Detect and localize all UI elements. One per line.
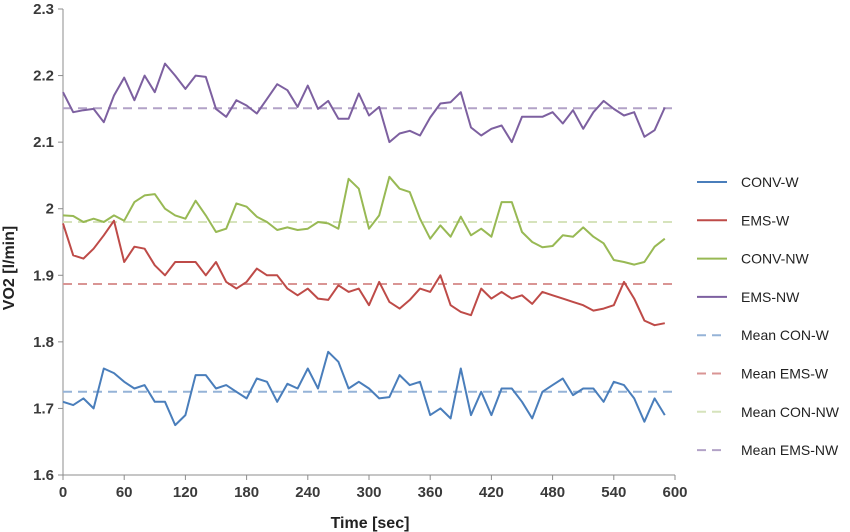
x-tick-label: 180 — [234, 484, 259, 501]
x-axis-title: Time [sec] — [331, 515, 410, 532]
x-tick-label: 120 — [173, 484, 198, 501]
legend: CONV-W EMS-W CONV-NW EMS-NW Mean CON-W Mean E… — [697, 174, 840, 458]
series-ems-nw-line — [62, 62, 666, 144]
legend-label: EMS-NW — [741, 289, 800, 305]
legend-label: Mean CON-W — [741, 327, 830, 343]
series-ems-w-line — [62, 219, 665, 327]
x-tick-label: 540 — [601, 484, 626, 501]
x-tick-label: 60 — [116, 484, 133, 501]
x-tick-label: 0 — [59, 484, 67, 501]
legend-label: CONV-NW — [741, 251, 809, 267]
legend-label: EMS-W — [741, 212, 790, 228]
y-tick-label: 2.2 — [33, 68, 54, 85]
y-tick-label: 1.8 — [33, 334, 54, 351]
y-tick-label: 2 — [46, 201, 54, 218]
x-tick-label: 300 — [356, 484, 381, 501]
y-tick-label: 1.6 — [33, 467, 54, 484]
y-tick-label: 1.9 — [33, 267, 54, 284]
y-tick-label: 1.7 — [33, 400, 54, 417]
x-tick-label: 240 — [295, 484, 320, 501]
x-tick-label: 360 — [418, 484, 443, 501]
x-tick-label: 600 — [662, 484, 687, 501]
x-tick-label: 420 — [479, 484, 504, 501]
series-conv-w-line — [62, 350, 666, 427]
series-conv-nw-line — [62, 175, 666, 266]
x-tick-label: 480 — [540, 484, 565, 501]
legend-label: Mean CON-NW — [741, 404, 840, 420]
plot-area: 1.6 1.7 1.8 1.9 2 2.1 2.2 2.3 0 60 120 180 240 300 360… — [33, 1, 687, 501]
y-axis-title: VO2 [l/min] — [1, 226, 18, 310]
legend-label: CONV-W — [741, 174, 799, 190]
legend-label: Mean EMS-W — [741, 366, 829, 382]
y-tick-label: 2.3 — [33, 1, 54, 18]
y-tick-label: 2.1 — [33, 134, 54, 151]
legend-label: Mean EMS-NW — [741, 442, 839, 458]
